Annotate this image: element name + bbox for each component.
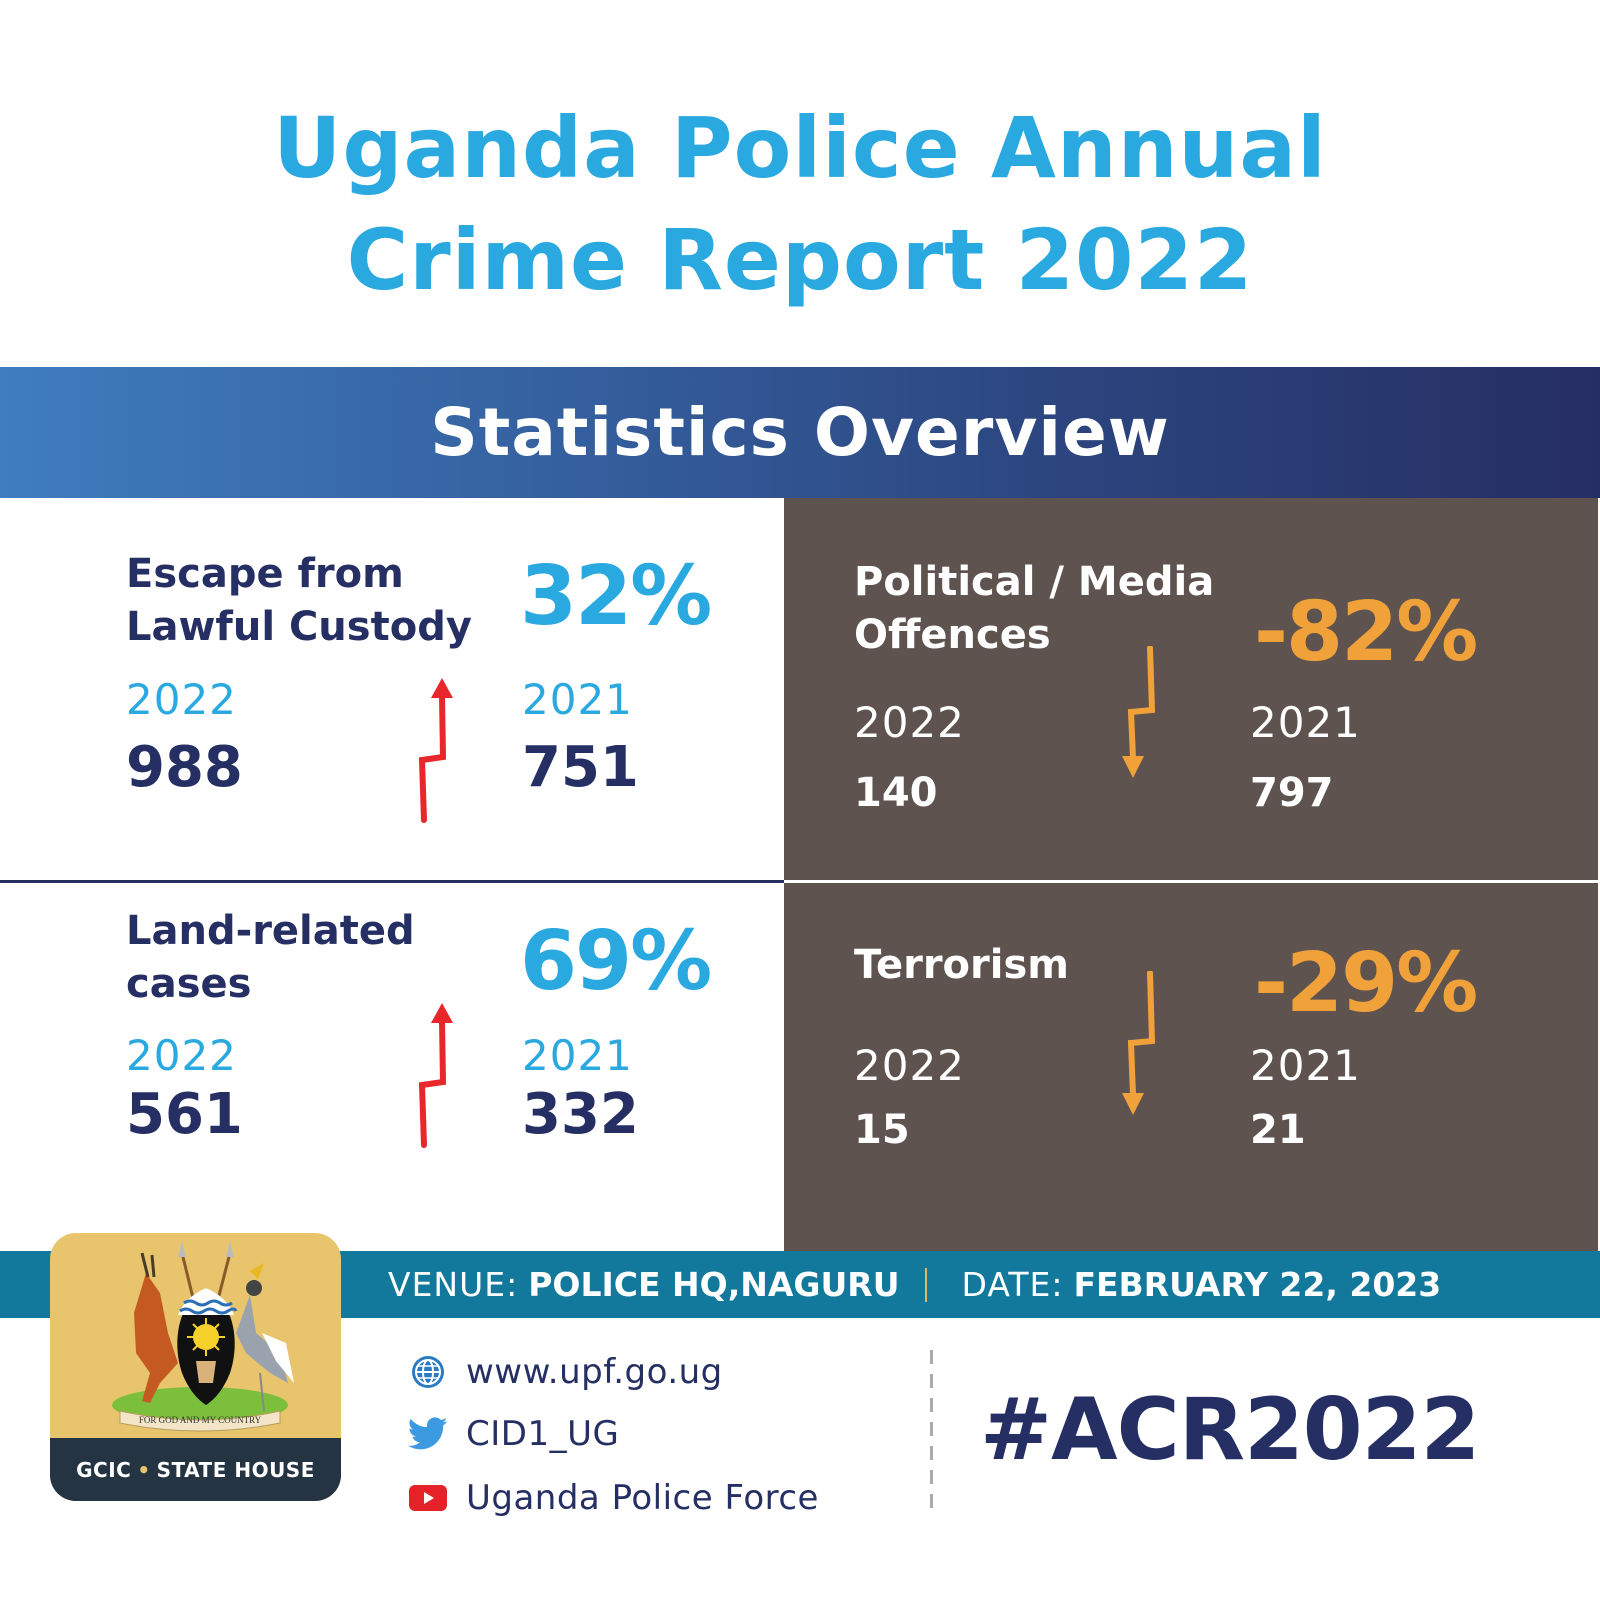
dashed-separator: [930, 1350, 933, 1515]
stat-year-previous: 2021: [522, 675, 633, 724]
arrow-down-icon: [1122, 971, 1156, 1115]
stat-value-current: 561: [126, 1082, 243, 1147]
event-info: VENUE: POLICE HQ,NAGURU DATE: FEBRUARY 2…: [388, 1251, 1441, 1318]
website-text: www.upf.go.ug: [466, 1352, 723, 1392]
stat-label: Political / Media Offences: [854, 559, 1215, 658]
stat-year-current: 2022: [854, 698, 965, 747]
globe-icon: [408, 1352, 448, 1392]
stat-value-current: 140: [854, 770, 938, 816]
stat-value-previous: 751: [522, 735, 639, 800]
contact-website[interactable]: www.upf.go.ug: [408, 1350, 723, 1394]
youtube-icon: [408, 1478, 448, 1518]
state-house-label: STATE HOUSE: [156, 1457, 315, 1482]
stat-change-percent: -82%: [1254, 585, 1478, 680]
arrow-down-icon: [1122, 646, 1156, 778]
contact-youtube[interactable]: Uganda Police Force: [408, 1476, 819, 1520]
venue-value: POLICE HQ,NAGURU: [528, 1265, 900, 1304]
right-panel: [784, 498, 1598, 1252]
stat-value-current: 988: [126, 735, 243, 800]
report-title: Uganda Police Annual Crime Report 2022: [0, 92, 1600, 316]
stat-value-previous: 332: [522, 1082, 639, 1147]
divider: [0, 880, 784, 883]
stat-card-political-media: Political / Media Offences -82% 2022 202…: [784, 498, 1598, 880]
coat-of-arms-card: FOR GOD AND MY COUNTRY GCIC • STATE HOUS…: [50, 1233, 341, 1501]
venue-label: VENUE:: [388, 1265, 519, 1304]
info-separator: [925, 1267, 928, 1302]
stat-change-percent: -29%: [1254, 936, 1478, 1031]
stat-year-current: 2022: [126, 1031, 237, 1080]
stat-value-current: 15: [854, 1107, 910, 1153]
gcic-label: GCIC: [76, 1457, 132, 1482]
stat-year-current: 2022: [126, 675, 237, 724]
stat-value-previous: 797: [1250, 770, 1334, 816]
contact-twitter[interactable]: CID1_UG: [408, 1412, 619, 1456]
date-value: FEBRUARY 22, 2023: [1073, 1265, 1442, 1304]
left-panel: [0, 498, 784, 1252]
stat-change-percent: 69%: [520, 914, 712, 1009]
stat-value-previous: 21: [1250, 1107, 1306, 1153]
report-title-line1: Uganda Police Annual: [273, 99, 1327, 197]
report-title-line2: Crime Report 2022: [346, 211, 1254, 309]
arrow-up-icon: [418, 1003, 453, 1148]
arrow-up-icon: [418, 678, 453, 823]
twitter-handle: CID1_UG: [466, 1414, 620, 1454]
youtube-channel: Uganda Police Force: [466, 1478, 819, 1518]
stat-card-land-related: Land-related cases 69% 2022 2021 561 332: [0, 883, 784, 1251]
stat-label: Land-related cases: [126, 908, 415, 1007]
stat-label: Escape from Lawful Custody: [126, 551, 472, 650]
statistics-banner: Statistics Overview: [0, 367, 1600, 498]
stat-year-previous: 2021: [1250, 1041, 1361, 1090]
banner-title: Statistics Overview: [430, 394, 1170, 471]
stat-year-previous: 2021: [1250, 698, 1361, 747]
divider: [784, 880, 1598, 883]
stat-label: Terrorism: [854, 942, 1069, 988]
hashtag: #ACR2022: [980, 1380, 1480, 1480]
stat-year-current: 2022: [854, 1041, 965, 1090]
svg-text:FOR GOD AND MY COUNTRY: FOR GOD AND MY COUNTRY: [139, 1415, 262, 1425]
coat-of-arms-icon: FOR GOD AND MY COUNTRY: [112, 1241, 294, 1432]
stat-change-percent: 32%: [520, 549, 712, 644]
separator-dot: •: [137, 1457, 151, 1482]
stat-card-terrorism: Terrorism -29% 2022 2021 15 21: [784, 883, 1598, 1251]
stat-year-previous: 2021: [522, 1031, 633, 1080]
stat-card-escape-custody: Escape from Lawful Custody 32% 2022 2021…: [0, 498, 784, 880]
date-label: DATE:: [961, 1265, 1064, 1304]
twitter-icon: [408, 1414, 448, 1454]
emblem-footer: GCIC • STATE HOUSE: [50, 1438, 341, 1501]
